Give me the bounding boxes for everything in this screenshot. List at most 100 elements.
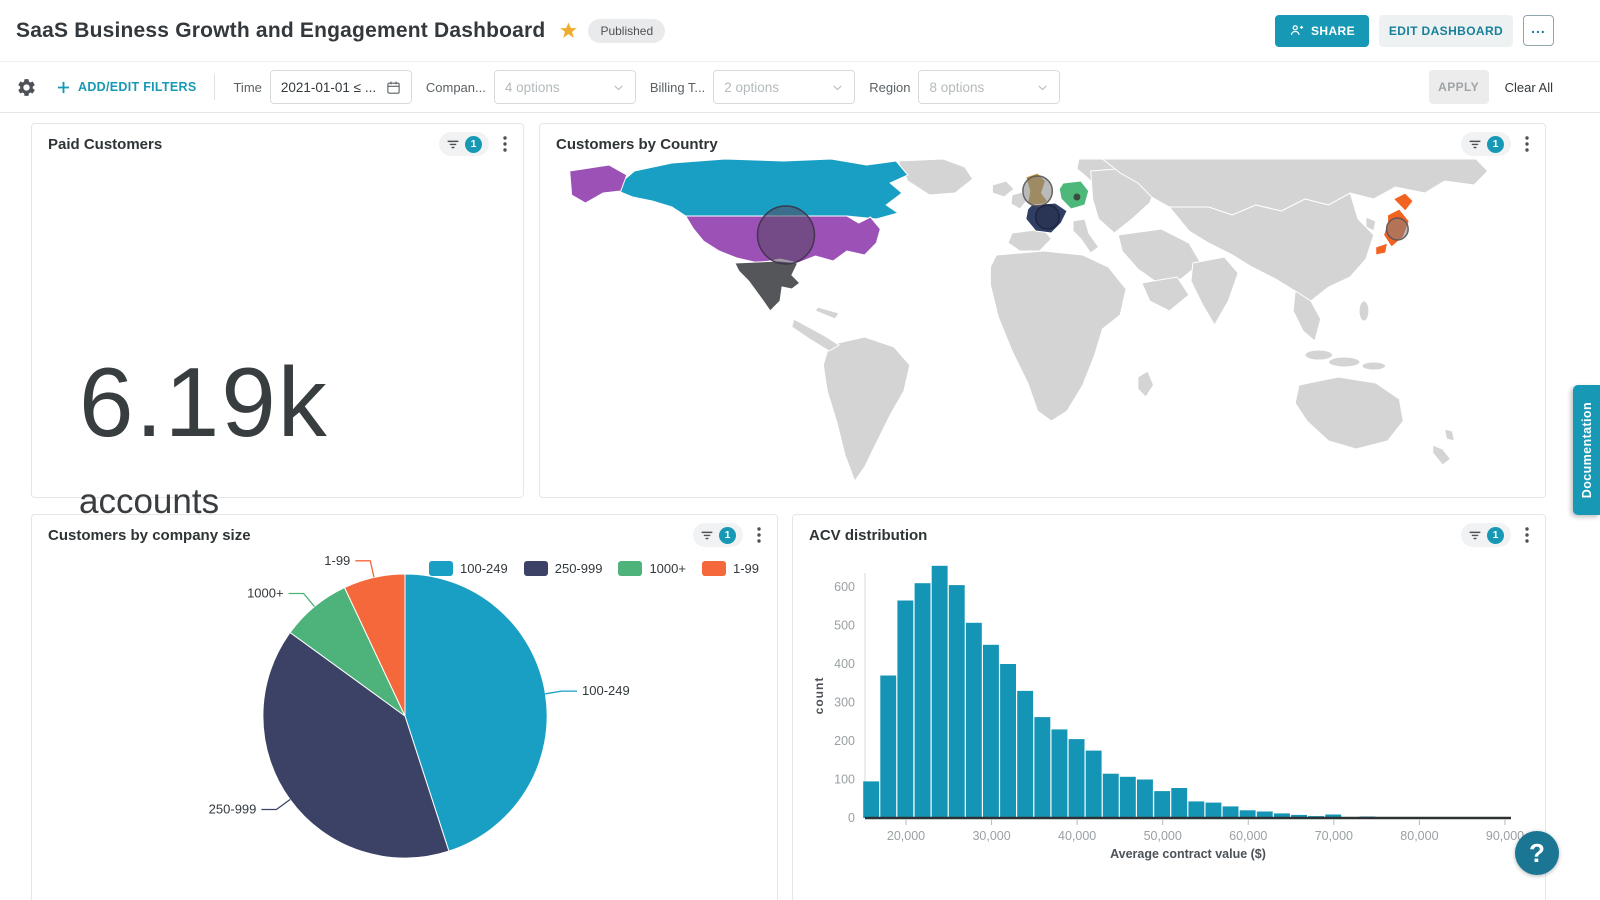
- help-button[interactable]: ?: [1515, 831, 1559, 875]
- y-tick-label: 100: [834, 773, 855, 787]
- histogram-bar[interactable]: [897, 600, 914, 819]
- kebab-menu-icon[interactable]: [1519, 526, 1535, 544]
- legend-item-250-999[interactable]: 250-999: [523, 561, 602, 576]
- histogram-bar[interactable]: [1188, 801, 1205, 818]
- x-tick-label: 60,000: [1229, 829, 1267, 843]
- histogram-bar[interactable]: [1102, 773, 1119, 818]
- add-edit-filters-button[interactable]: ADD/EDIT FILTERS: [57, 80, 196, 94]
- x-axis-title: Average contract value ($): [1110, 847, 1266, 861]
- funnel-icon: [1468, 137, 1482, 151]
- calendar-icon: [386, 80, 401, 95]
- histogram-bar[interactable]: [1154, 791, 1171, 818]
- gear-icon[interactable]: [16, 77, 37, 98]
- more-options-button[interactable]: ...: [1523, 15, 1554, 46]
- map-bubble-usa[interactable]: [756, 205, 816, 265]
- favorite-star-icon[interactable]: [559, 21, 578, 40]
- country-canada[interactable]: [611, 159, 909, 220]
- histogram-bar[interactable]: [1068, 739, 1085, 818]
- histogram-bar[interactable]: [965, 622, 982, 818]
- histogram-bar[interactable]: [1137, 779, 1153, 819]
- filter-group-billing: Billing T... 2 options: [650, 70, 856, 104]
- map-bubble-germany[interactable]: [1073, 193, 1081, 201]
- pie-slice-label: 1000+: [247, 586, 284, 601]
- widget-filter-pill[interactable]: 1: [1461, 132, 1511, 156]
- widget-paid-customers: Paid Customers 1 6.19k accounts: [31, 123, 524, 521]
- share-person-icon: [1289, 23, 1304, 38]
- histogram-bar[interactable]: [931, 565, 948, 818]
- filter-count-badge: 1: [465, 135, 482, 153]
- histogram-bar[interactable]: [863, 781, 880, 818]
- landmass-madagascar: [1137, 370, 1155, 398]
- pie-chart: 100-249 250-999 1000+ 1-99: [209, 553, 630, 859]
- histogram-bar[interactable]: [1171, 788, 1188, 818]
- histogram-bar[interactable]: [983, 644, 999, 819]
- pie-slice-1-99[interactable]: [343, 573, 406, 717]
- legend-swatch: [523, 561, 548, 576]
- histogram-bar[interactable]: [1325, 814, 1342, 819]
- histogram-bar[interactable]: [914, 583, 931, 818]
- histogram-bar[interactable]: [948, 585, 965, 818]
- histogram-bar[interactable]: [1017, 690, 1034, 818]
- landmass-ireland: [1010, 191, 1028, 210]
- country-usa-alaska[interactable]: [569, 164, 628, 204]
- map-bubble-france[interactable]: [1034, 204, 1060, 230]
- country-japan-kyushu[interactable]: [1375, 242, 1389, 256]
- status-badge: Published: [588, 18, 666, 43]
- widget-filter-pill[interactable]: 1: [439, 132, 489, 156]
- edit-dashboard-button[interactable]: EDIT DASHBOARD: [1379, 14, 1513, 47]
- apply-button[interactable]: APPLY: [1428, 70, 1489, 104]
- kebab-menu-icon[interactable]: [497, 135, 513, 153]
- map-bubble-uk[interactable]: [1022, 175, 1054, 207]
- header: SaaS Business Growth and Engagement Dash…: [0, 0, 1600, 62]
- x-tick-label: 20,000: [887, 829, 925, 843]
- histogram-bar[interactable]: [1051, 729, 1068, 818]
- legend-item-1000+[interactable]: 1000+: [618, 561, 686, 576]
- histogram-bar[interactable]: [1256, 811, 1273, 819]
- legend-swatch: [701, 561, 726, 576]
- country-mexico[interactable]: [734, 260, 801, 312]
- chevron-down-icon: [1036, 81, 1049, 94]
- histogram-bar[interactable]: [880, 675, 897, 819]
- funnel-icon: [1468, 528, 1482, 542]
- country-germany[interactable]: [1058, 180, 1090, 210]
- country-japan-hokkaido[interactable]: [1392, 192, 1414, 212]
- region-filter-select[interactable]: 8 options: [918, 70, 1061, 104]
- legend-item-1-99[interactable]: 1-99: [701, 561, 759, 576]
- widget-filter-pill[interactable]: 1: [1461, 523, 1511, 547]
- legend-item-100-249[interactable]: 100-249: [429, 561, 508, 576]
- share-button[interactable]: SHARE: [1275, 14, 1369, 47]
- widget-title: Paid Customers: [48, 135, 163, 153]
- histogram-bar[interactable]: [1291, 814, 1307, 818]
- y-tick-label: 300: [834, 696, 855, 710]
- world-map[interactable]: [552, 159, 1535, 489]
- landmass-australia: [1294, 376, 1404, 450]
- company-filter-select[interactable]: 4 options: [493, 70, 636, 104]
- y-tick-label: 400: [834, 657, 855, 671]
- histogram-bar[interactable]: [1222, 806, 1239, 818]
- filter-group-company: Compan... 4 options: [426, 70, 636, 104]
- landmass-new-zealand: [1432, 444, 1452, 466]
- divider: [214, 74, 216, 100]
- widget-filter-pill[interactable]: 1: [693, 523, 743, 547]
- widget-title: ACV distribution: [809, 526, 928, 544]
- funnel-icon: [446, 137, 460, 151]
- histogram-bar[interactable]: [1119, 776, 1136, 818]
- histogram-bar[interactable]: [1085, 750, 1102, 818]
- documentation-tab[interactable]: Documentation: [1573, 385, 1600, 515]
- clear-all-button[interactable]: Clear All: [1504, 79, 1553, 95]
- histogram-bar[interactable]: [1000, 664, 1016, 818]
- map-bubble-japan[interactable]: [1385, 217, 1409, 241]
- question-mark-icon: ?: [1529, 837, 1545, 868]
- histogram-bar[interactable]: [1034, 717, 1051, 818]
- time-filter-input[interactable]: 2021-01-01 ≤ ...: [269, 70, 412, 104]
- kebab-menu-icon[interactable]: [1519, 135, 1535, 153]
- pie-label-leader: [261, 798, 291, 811]
- billing-filter-select[interactable]: 2 options: [713, 70, 856, 104]
- plus-icon: [57, 81, 70, 94]
- histogram-bar[interactable]: [1205, 802, 1222, 818]
- histogram-bar[interactable]: [1274, 813, 1290, 818]
- filter-label-region: Region: [869, 79, 911, 95]
- histogram-bar[interactable]: [1239, 810, 1256, 818]
- kebab-menu-icon[interactable]: [751, 526, 767, 544]
- pie-slice-label: 100-249: [582, 683, 630, 698]
